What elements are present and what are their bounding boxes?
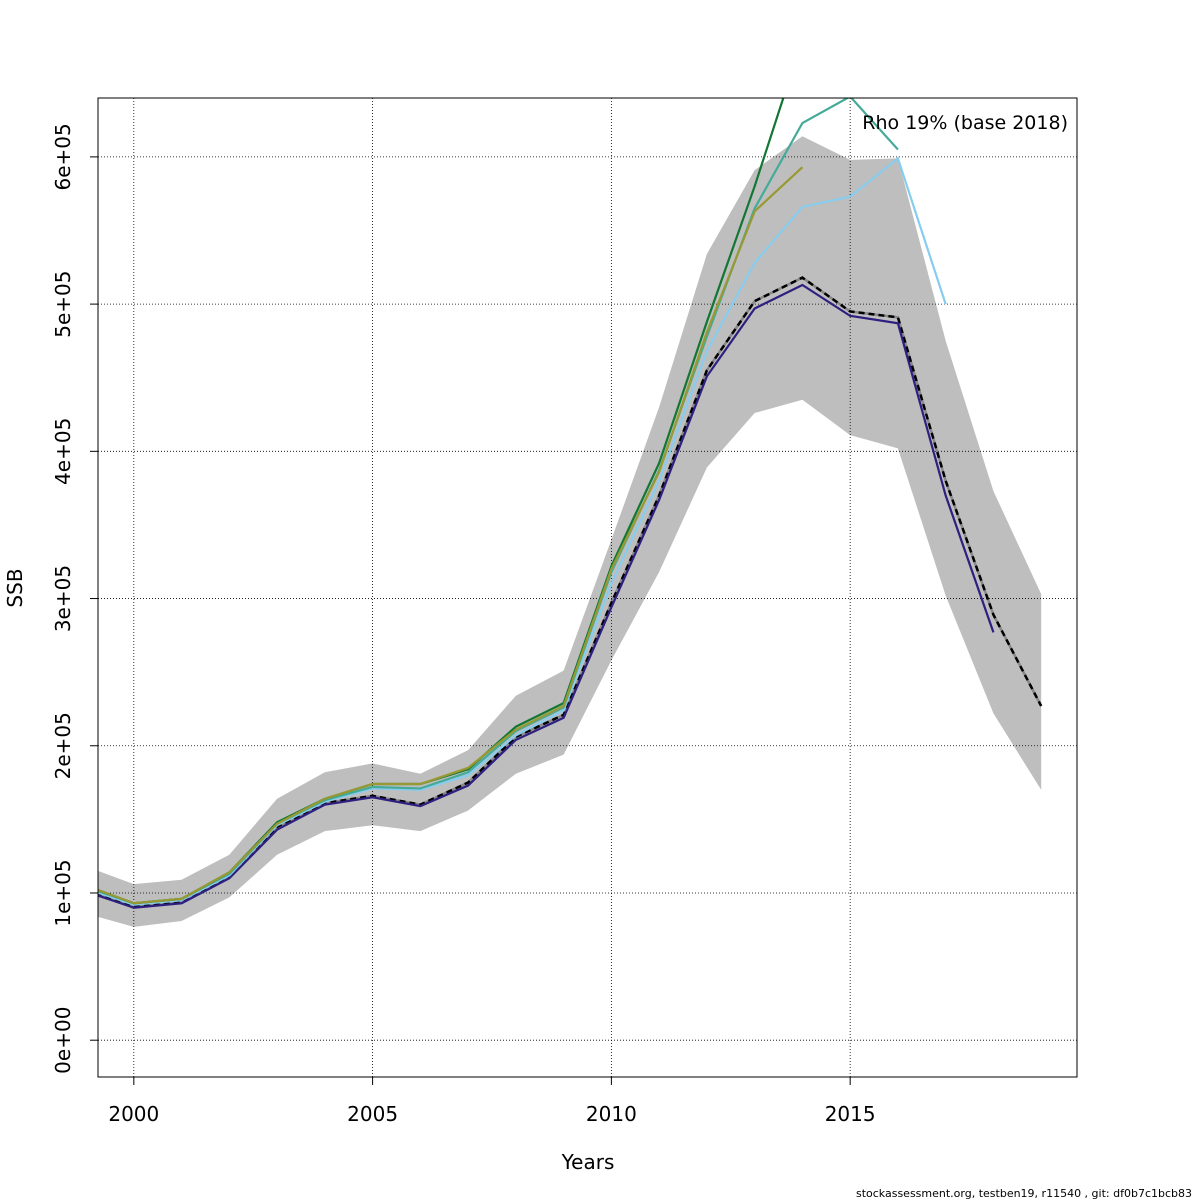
x-tick-label: 2010: [586, 1102, 637, 1126]
series-line-peel-5: [98, 166, 804, 905]
ticks-layer: 2000 2005 2010 2015 0e+00 1e+05 2e+05 3e+05 4e+0…: [51, 123, 876, 1126]
footer-credit: stockassessment.org, testben19, r11540 ,…: [856, 1187, 1192, 1200]
y-tick-label: 3e+05: [51, 565, 75, 632]
y-tick-label: 4e+05: [51, 418, 75, 485]
rho-annotation: Rho 19% (base 2018): [862, 112, 1068, 134]
confidence-band-layer: [98, 136, 1042, 927]
x-axis-title: Years: [561, 1150, 615, 1174]
x-tick-label: 2015: [825, 1102, 876, 1126]
series-line-peel-1: [98, 283, 995, 909]
series-layer: [98, 98, 1043, 909]
series-line-peel-2: [98, 156, 947, 906]
plot-frame: [97, 97, 1078, 1078]
grid-layer: [98, 98, 1077, 1077]
y-tick-label: 0e+00: [51, 1007, 75, 1074]
confidence-band: [98, 136, 1042, 927]
x-tick-label: 2000: [108, 1102, 159, 1126]
x-tick-label: 2005: [347, 1102, 398, 1126]
y-tick-label: 1e+05: [51, 859, 75, 926]
y-tick-label: 5e+05: [51, 270, 75, 337]
y-tick-label: 2e+05: [51, 712, 75, 779]
y-axis-title: SSB: [3, 568, 27, 607]
y-tick-label: 6e+05: [51, 123, 75, 190]
